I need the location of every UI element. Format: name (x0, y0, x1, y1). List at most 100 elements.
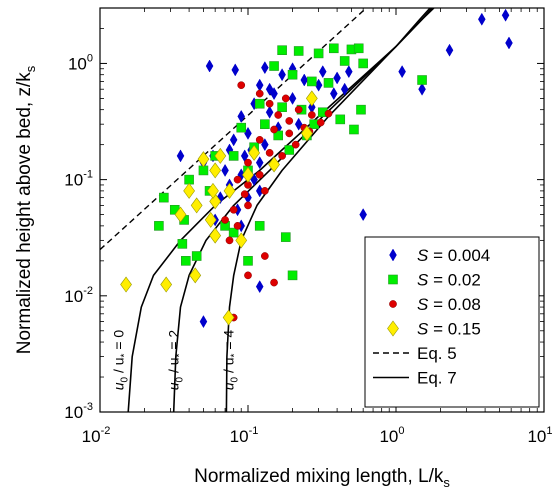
data-point (214, 147, 227, 164)
data-point (233, 175, 242, 184)
data-point (221, 163, 229, 177)
data-point (209, 227, 222, 244)
data-point (287, 270, 298, 281)
data-point (505, 36, 513, 50)
data-point (221, 216, 229, 224)
legend-label: S = 0.15 (417, 320, 481, 339)
y-tick-label: 10-3 (64, 401, 93, 422)
x-tick-label: 100 (379, 425, 404, 446)
data-point (307, 111, 316, 119)
data-point (287, 69, 298, 80)
data-point (205, 59, 214, 73)
legend-marker (389, 248, 397, 262)
data-point (324, 109, 333, 118)
data-point (268, 156, 280, 173)
data-point (330, 87, 338, 101)
data-point (248, 144, 260, 161)
legend-marker (387, 320, 399, 337)
data-point (260, 119, 270, 129)
data-point (181, 256, 191, 266)
data-point (225, 236, 234, 245)
data-point (228, 227, 239, 238)
data-point (445, 43, 454, 57)
legend-label: Eq. 5 (417, 344, 457, 363)
data-point (199, 315, 208, 329)
x-tick-label: 10-2 (82, 425, 111, 446)
data-point (261, 252, 269, 260)
data-point (159, 192, 169, 203)
data-point (501, 8, 510, 22)
data-point (277, 45, 287, 55)
data-point (293, 46, 304, 56)
data-point (300, 73, 309, 87)
data-point (307, 76, 317, 87)
data-point (154, 221, 164, 231)
data-point (285, 117, 294, 125)
data-point (184, 174, 194, 185)
data-point (244, 201, 252, 210)
series-group (120, 90, 318, 326)
data-point (265, 148, 274, 157)
data-point (356, 104, 366, 115)
data-point (273, 130, 284, 141)
data-point (204, 211, 217, 228)
legend: S = 0.004 S = 0.02 S = 0.08 S = 0.15 Eq. 5 Eq… (364, 236, 540, 408)
data-point (223, 182, 236, 199)
data-point (228, 151, 239, 161)
data-point (160, 276, 173, 293)
plot-area (100, 8, 513, 412)
data-point (294, 105, 303, 114)
data-point (216, 191, 225, 205)
data-point (278, 152, 286, 160)
data-point (353, 43, 364, 54)
legend-label: Eq. 7 (417, 369, 457, 388)
data-point (301, 125, 313, 142)
legend-label: S = 0.004 (417, 246, 490, 265)
legend-entry: S = 0.15 (387, 320, 481, 339)
data-point (229, 205, 238, 214)
data-point (255, 170, 264, 179)
legend-marker (389, 300, 397, 308)
x-tick-label: 10-1 (230, 425, 259, 446)
data-point (176, 149, 185, 163)
data-point (261, 187, 269, 195)
data-point (222, 309, 235, 326)
data-point (265, 99, 274, 108)
data-point (294, 117, 303, 131)
data-point (190, 197, 203, 214)
curve-label: u0 / u* = 0 (110, 330, 130, 391)
y-tick-label: 10-2 (64, 285, 93, 306)
data-point (339, 56, 350, 66)
data-point (244, 271, 252, 280)
data-point (318, 65, 327, 79)
data-point (277, 102, 287, 113)
data-point (207, 182, 219, 199)
data-point (235, 232, 248, 249)
series-group (221, 81, 333, 322)
data-point (191, 251, 202, 261)
data-point (209, 193, 222, 210)
data-point (261, 61, 269, 75)
legend-entry: S = 0.02 (388, 271, 481, 290)
data-point (243, 256, 253, 266)
data-point (288, 91, 297, 105)
y-tick-label: 10-1 (64, 169, 93, 190)
data-point (358, 58, 368, 69)
data-point (265, 82, 274, 96)
data-point (284, 145, 295, 155)
data-point (329, 43, 339, 54)
data-point (291, 140, 300, 149)
data-point (316, 118, 325, 127)
data-point (177, 239, 188, 249)
data-point (398, 65, 406, 79)
data-point (281, 94, 290, 103)
data-point (349, 124, 359, 135)
data-point (174, 206, 187, 223)
data-point (233, 222, 242, 230)
legend-label: S = 0.02 (417, 271, 481, 290)
curve-label: u0 / u* = 2 (166, 330, 186, 391)
legend-label: S = 0.08 (417, 295, 481, 314)
data-point (254, 221, 265, 231)
legend-entry: Eq. 5 (373, 344, 457, 363)
x-tick-label: 101 (527, 425, 552, 446)
